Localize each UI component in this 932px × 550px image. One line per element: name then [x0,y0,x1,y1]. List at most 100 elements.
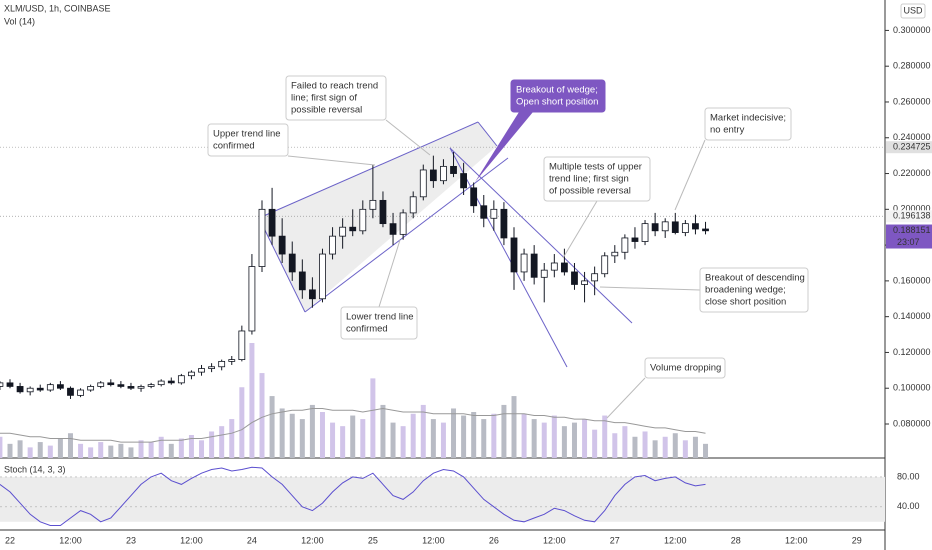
annotation-text: Multiple tests of upper [549,162,642,173]
volume-bar [168,443,174,458]
annotation-box [543,156,651,202]
volume-bar [380,404,386,458]
volume-bar [420,404,426,458]
candle-body [490,208,498,219]
annotation-text: Market indecisive; [710,113,786,124]
y-tick-label: 0.280000 [893,61,931,71]
x-tick-label: 12:00 [785,535,808,545]
candle-body [661,221,669,232]
y-tick-label: 0.260000 [893,96,931,106]
volume-bar [602,415,608,458]
annotation-pointer [674,139,706,211]
currency-box[interactable] [900,3,926,19]
candle-body [369,199,377,210]
candle-body [681,223,689,233]
volume-bar [128,447,134,458]
annotation-box [285,75,387,121]
stoch-tick-label: 80.00 [897,471,920,481]
candle-body [480,205,488,219]
price-level-label: 0.196138 [893,211,931,221]
annotation-text: confirmed [346,324,388,335]
candle-body [97,382,105,387]
volume-bar [582,419,588,458]
currency[interactable]: USD [903,5,923,15]
volume-bar [7,443,13,458]
x-tick-label: 12:00 [422,535,445,545]
stoch-line [0,466,706,526]
volume-bar [67,433,73,458]
wedge-edge [258,217,306,313]
volume-bar [410,413,416,458]
candle-body [298,271,306,291]
volume-bar [360,419,366,458]
candle-body [329,235,336,255]
annotation-text: of possible reversal [549,186,631,197]
y-tick-label: 0.160000 [893,275,931,285]
annotation-box [510,79,606,113]
volume-bar [350,415,356,458]
candle-body [16,386,24,393]
volume-bar [561,426,567,458]
stoch-band [0,476,885,522]
candle-body [26,387,34,393]
volume-bar [108,445,114,458]
volume-bar [269,396,275,458]
volume-bar [652,440,658,458]
candle-body [611,251,619,257]
x-tick-label: 26 [489,535,499,545]
candle-body [591,273,599,282]
annotation-pointer [287,155,376,166]
candle-body [339,226,347,237]
countdown-label: 23:07 [897,237,920,247]
volume-bar [400,426,406,458]
candle-body [278,235,286,255]
annotation-text: close short position [705,297,786,308]
candle-body [500,208,508,239]
volume-bar [138,440,144,458]
annotation-pointer [599,286,701,291]
volume-bar [88,447,94,458]
candle-body [671,221,679,233]
volume-bar [249,343,255,458]
volume-bar [319,412,325,458]
annotation-box [340,306,418,340]
volume-bar [501,404,507,458]
volume-bar [390,422,396,458]
annotation-text: Upper trend line [213,129,281,140]
descending-lower-line [449,147,568,368]
candle-body [470,187,478,207]
volume-bar [289,413,295,458]
candle-body [248,266,256,332]
candle-body [46,384,54,391]
wedge-area [259,122,497,312]
volume-bar [259,373,265,458]
volume-bar [17,440,23,458]
annotation-pointer [562,200,598,259]
volume-bar [511,396,517,458]
annotation-text: line; first sign of [291,93,357,104]
volume-bar [632,436,638,458]
x-tick-label: 12:00 [59,535,82,545]
candle-body [702,228,709,232]
volume-bar [571,422,577,458]
candle-body [127,386,135,389]
stoch-tick-label: 40.00 [897,501,920,511]
x-tick-label: 12:00 [180,535,203,545]
volume-bar [451,408,457,458]
x-tick-label: 24 [247,535,257,545]
annotation-text: Volume dropping [650,363,721,374]
price-level-box [886,141,932,154]
volume-bar [682,440,688,458]
x-tick-label: 27 [610,535,620,545]
wedge-edge [477,121,498,147]
candle-body [692,223,699,230]
y-tick-label: 0.100000 [893,383,931,393]
candle-body [57,384,64,389]
stoch-title: Stoch (14, 3, 3) [4,464,66,474]
annotation-box [207,123,289,157]
volume-bar [692,436,698,458]
volume-bar [622,426,628,458]
candle-body [429,169,437,182]
candle-body [450,165,457,174]
candle-body [561,262,568,273]
